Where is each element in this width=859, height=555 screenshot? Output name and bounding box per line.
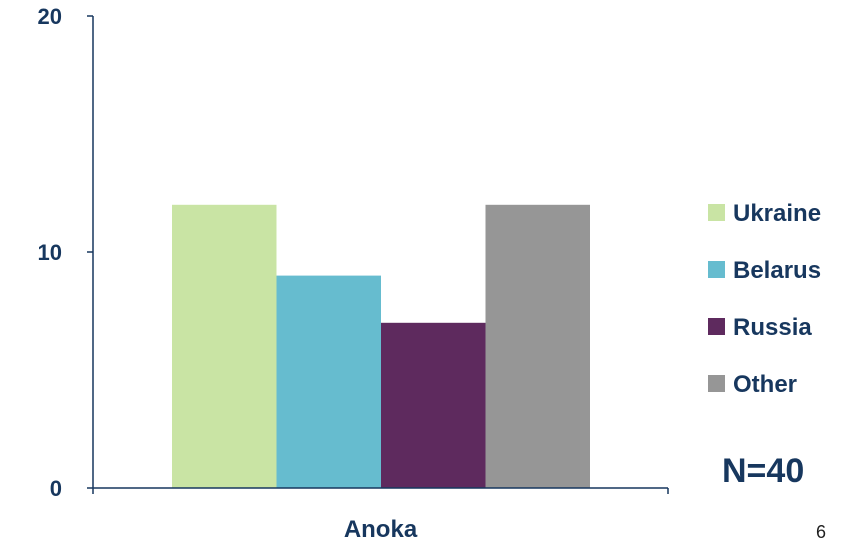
bar-other — [485, 204, 590, 489]
legend-swatch-ukraine — [708, 204, 725, 221]
legend-swatch-belarus — [708, 261, 725, 278]
legend-label-belarus: Belarus — [733, 257, 821, 284]
y-ticks-group: 0 10 20 — [38, 4, 93, 501]
bar-belarus — [276, 275, 381, 488]
y-tick-label: 0 — [50, 476, 62, 501]
legend-label-ukraine: Ukraine — [733, 200, 821, 227]
page-number: 6 — [816, 522, 827, 542]
sample-size-annotation: N=40 — [722, 452, 805, 490]
legend-swatch-russia — [708, 318, 725, 335]
legend-label-russia: Russia — [733, 314, 812, 341]
bar-ukraine — [172, 204, 277, 489]
x-labels-group: Anoka — [344, 516, 418, 543]
legend: Ukraine Belarus Russia Other — [708, 200, 821, 398]
y-tick-label: 10 — [38, 240, 62, 265]
legend-label-other: Other — [733, 371, 797, 398]
legend-swatch-other — [708, 375, 725, 392]
bar-russia — [381, 322, 486, 488]
bars-group — [172, 204, 590, 489]
y-tick-label: 20 — [38, 4, 62, 29]
x-category-label: Anoka — [344, 516, 418, 543]
axes-group — [92, 16, 669, 494]
